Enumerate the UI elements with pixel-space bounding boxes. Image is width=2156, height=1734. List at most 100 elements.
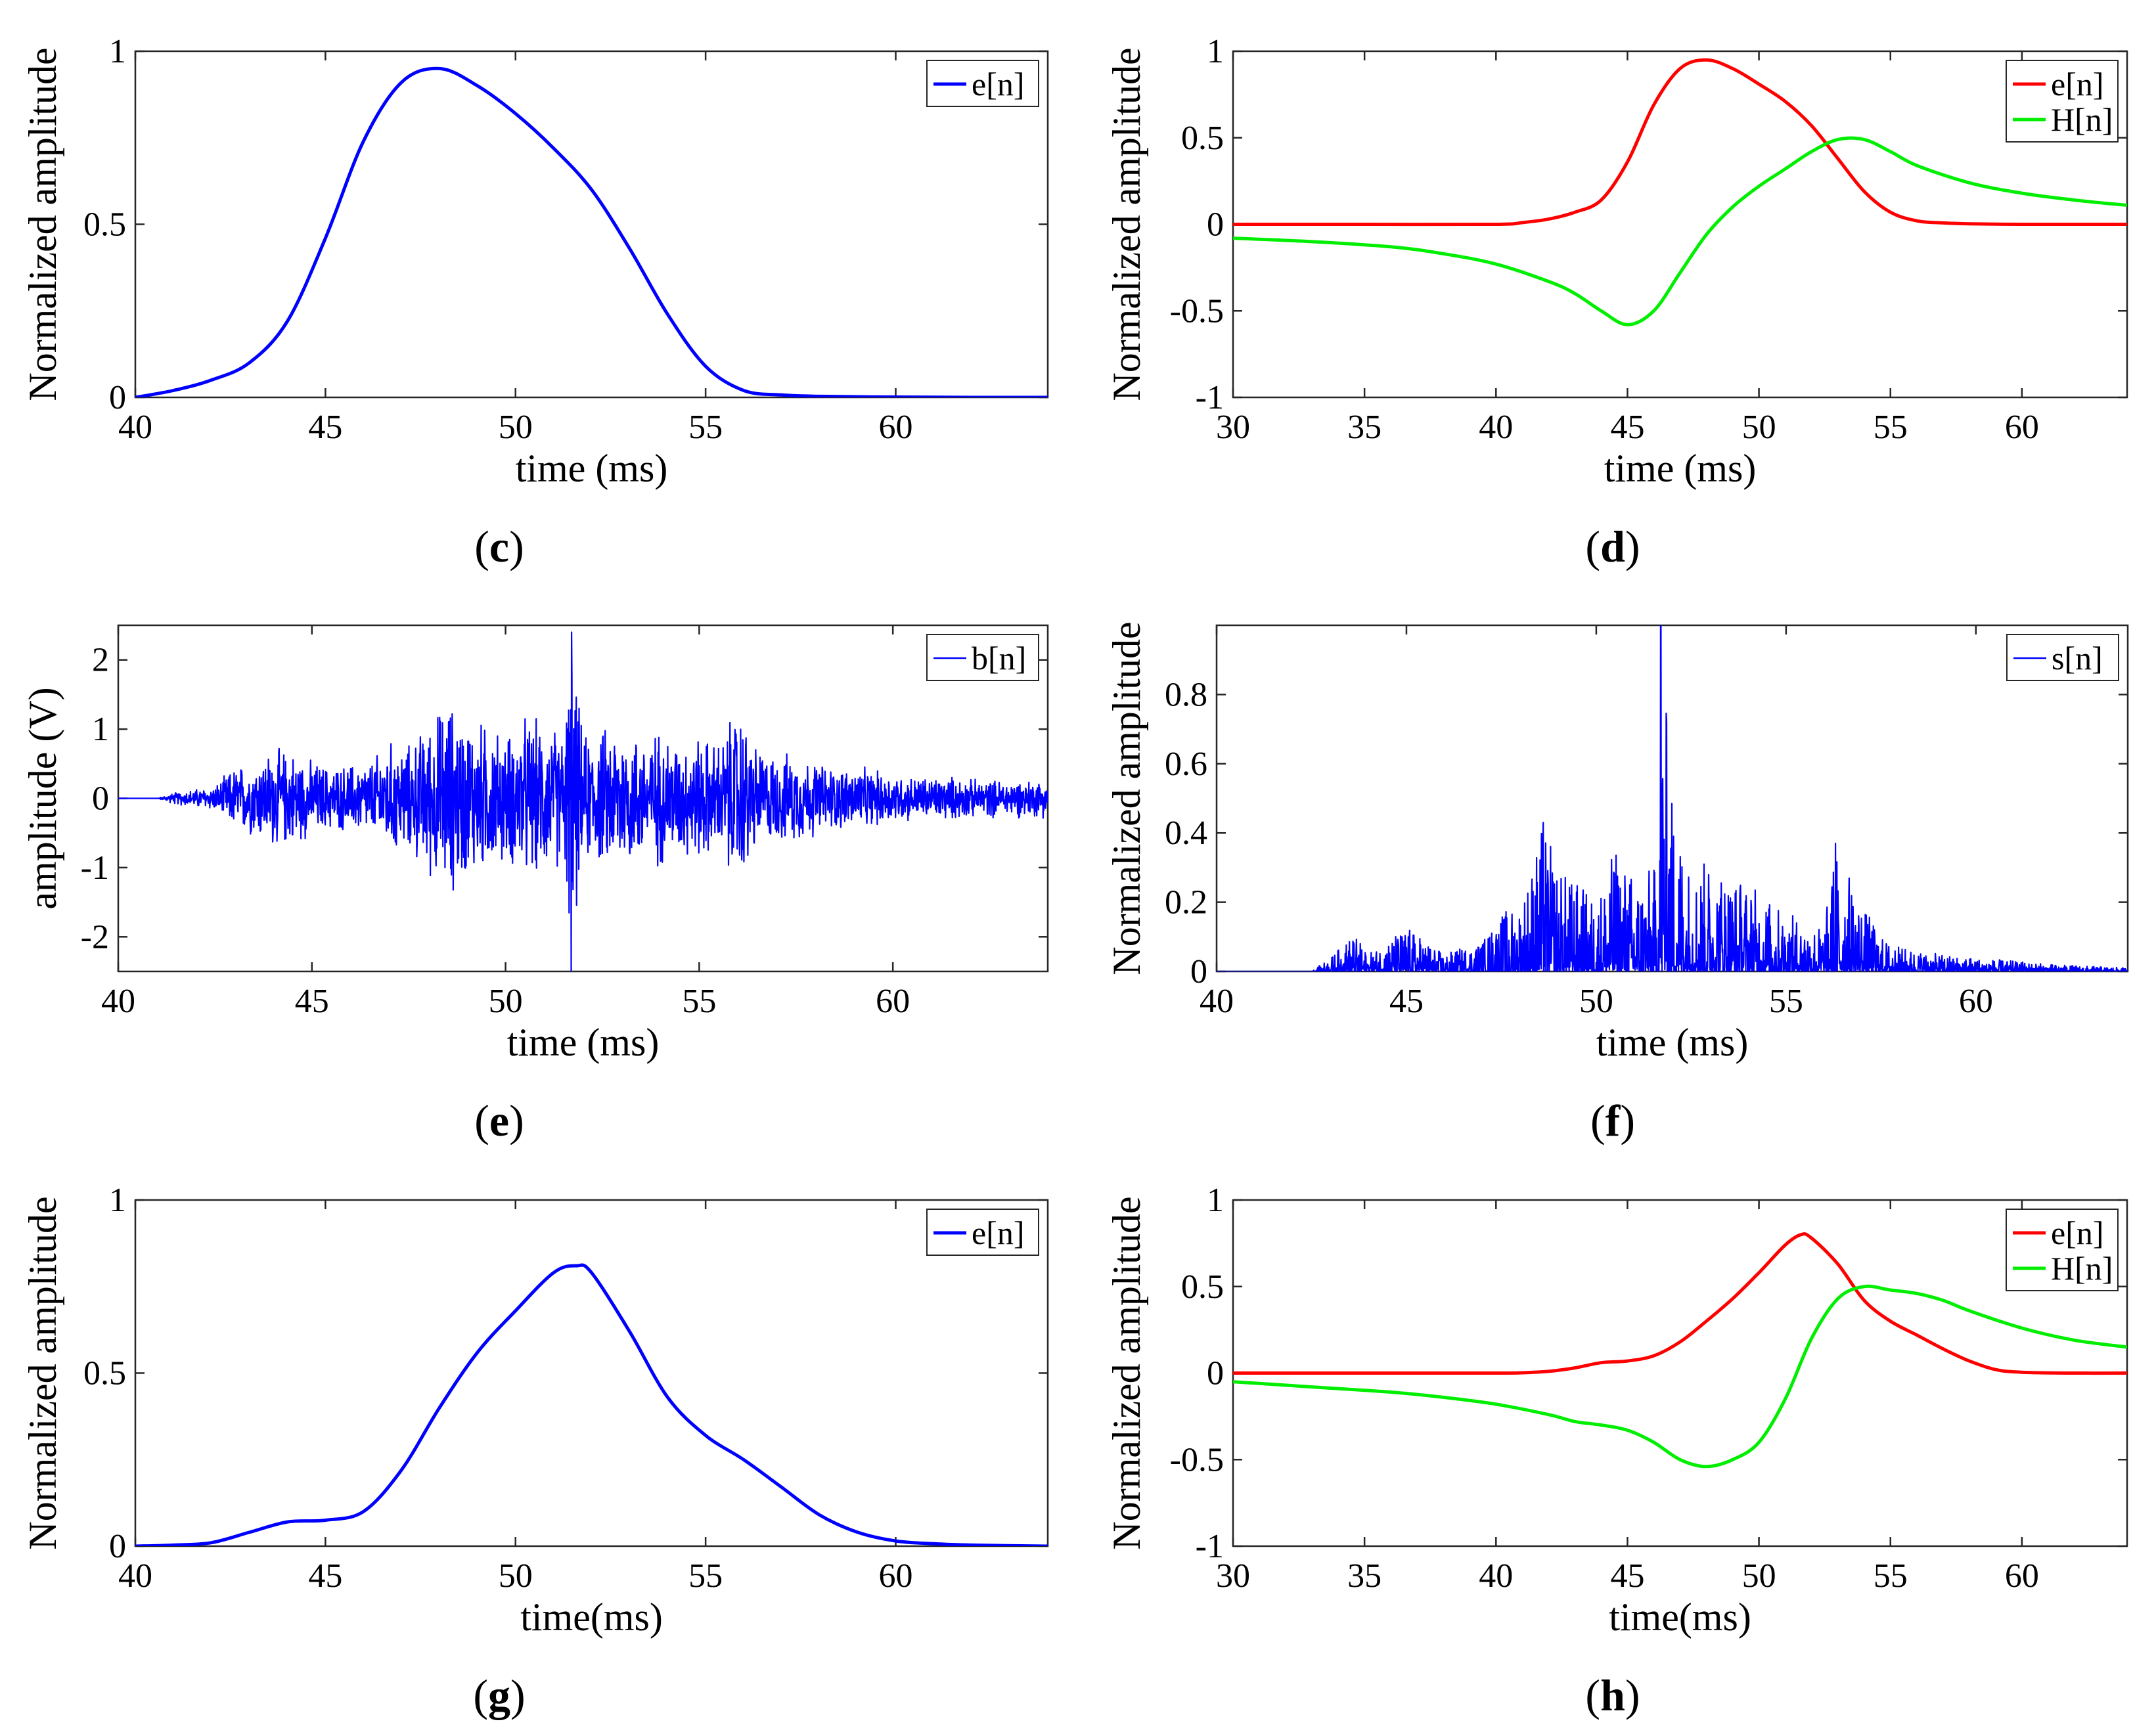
y-tick-label: 0: [1207, 206, 1224, 244]
legend-f: s[n]: [2006, 634, 2119, 681]
y-tick-label: -0.5: [1170, 1441, 1224, 1478]
y-tick-label: 0.6: [1165, 745, 1207, 783]
x-tick-label: 45: [308, 409, 342, 446]
y-tick-label: 0.2: [1165, 884, 1207, 922]
x-tick-label: 45: [1610, 1557, 1644, 1595]
y-tick-label: 0.5: [83, 206, 126, 244]
x-tick-label: 60: [1959, 983, 1993, 1020]
series-line-en: [1233, 58, 2127, 227]
y-tick-label: -2: [81, 918, 109, 956]
y-tick-label: -1: [1196, 1528, 1224, 1565]
x-tick-label: 60: [879, 1557, 913, 1595]
y-tick-label: 1: [109, 1182, 126, 1219]
panel-caption-g: (g): [473, 1670, 525, 1720]
chart-c: 40 45 50 55 60 0 0.5 1 time (ms) Normalized ampli…: [21, 33, 1049, 571]
series-line-Hn: [1233, 136, 2127, 326]
x-tick-label: 50: [1579, 983, 1613, 1020]
x-tick-label: 40: [101, 983, 135, 1020]
y-tick-label: 1: [92, 711, 109, 748]
series-group-h: [1233, 1232, 2127, 1469]
y-tick-label: 0.5: [1181, 120, 1224, 157]
series-group-f: [1217, 625, 2128, 971]
series-group-d: [1233, 58, 2127, 326]
x-tick-label: 40: [118, 409, 152, 446]
y-tick-label: 0: [109, 1528, 126, 1565]
chart-h: 30 35 40 45 50 55 60 -1 -0.5 0 0.5 1 time(ms) Normali…: [1105, 1182, 2128, 1720]
legend-label: e[n]: [972, 66, 1025, 102]
y-tick-label: 1: [1207, 1182, 1224, 1219]
legend-label: e[n]: [972, 1214, 1025, 1251]
y-tick-label: 0: [92, 780, 109, 818]
x-tick-label: 55: [682, 983, 716, 1020]
x-tick-label: 50: [499, 409, 533, 446]
legend-box: [2006, 1209, 2119, 1291]
x-tick-label: 30: [1216, 1557, 1250, 1595]
x-axis-label: time (ms): [507, 1021, 660, 1064]
x-tick-label: 45: [1389, 983, 1424, 1020]
chart-e: 40 45 50 55 60 -2 -1 0 1 2 time (ms) amplitude (V) (…: [21, 624, 1049, 1145]
panel-caption-e: (e): [474, 1096, 524, 1145]
x-tick-label: 60: [879, 409, 913, 446]
x-tick-label: 50: [1742, 409, 1776, 446]
y-tick-label: 0: [1207, 1355, 1224, 1392]
series-line-sn: [1217, 625, 2128, 971]
x-tick-label: 40: [1200, 983, 1234, 1020]
series-group-c: [135, 66, 1048, 397]
panel-caption-h: (h): [1585, 1670, 1640, 1720]
x-axis-label: time (ms): [1596, 1021, 1749, 1064]
y-tick-label: 0: [109, 379, 126, 416]
legend-label: b[n]: [972, 640, 1026, 677]
panel-caption-f: (f): [1590, 1096, 1635, 1145]
legend-label: e[n]: [2051, 66, 2104, 102]
legend-box: [2006, 60, 2119, 143]
legend-label: H[n]: [2051, 101, 2113, 138]
legend-e: b[n]: [926, 634, 1039, 681]
series-line-en: [1233, 1232, 2127, 1375]
series-line-en: [135, 66, 1048, 397]
y-tick-label: 1: [109, 33, 126, 70]
legend-g: e[n]: [926, 1209, 1039, 1256]
plot-area-f: [1215, 624, 2129, 973]
x-tick-label: 40: [1479, 409, 1513, 446]
x-tick-label: 60: [2005, 1557, 2039, 1595]
panel-caption-d: (d): [1585, 522, 1640, 571]
x-tick-label: 55: [1769, 983, 1803, 1020]
plot-area-c: [134, 50, 1049, 399]
chart-g: 40 45 50 55 60 0 0.5 1 time(ms) Normalized amplit…: [21, 1182, 1049, 1720]
y-tick-label: 2: [92, 642, 109, 679]
x-tick-label: 45: [308, 1557, 342, 1595]
x-tick-label: 50: [1742, 1557, 1776, 1595]
x-tick-label: 55: [688, 409, 723, 446]
x-tick-label: 35: [1347, 409, 1381, 446]
y-tick-label: 0.8: [1165, 676, 1207, 713]
y-tick-label: 1: [1207, 33, 1224, 70]
y-axis-label: amplitude (V): [21, 687, 64, 909]
y-tick-label: 0.5: [83, 1355, 126, 1392]
x-tick-label: 30: [1216, 409, 1250, 446]
y-axis-label: Normalized amplitude: [1105, 47, 1148, 401]
legend-h: e[n]H[n]: [2006, 1209, 2119, 1291]
chart-d: 30 35 40 45 50 55 60 -1 -0.5 0 0.5 1 time (ms) Normal…: [1105, 33, 2128, 571]
series-group-g: [135, 1263, 1048, 1546]
series-line-bn: [118, 631, 1048, 971]
plot-area-g: [134, 1199, 1049, 1547]
x-tick-label: 40: [118, 1557, 152, 1595]
x-tick-label: 60: [2005, 409, 2039, 446]
y-axis-label: Normalized amplitude: [1105, 1196, 1148, 1549]
y-tick-label: -0.5: [1170, 292, 1224, 330]
x-axis-label: time(ms): [520, 1595, 663, 1639]
legend-c: e[n]: [926, 60, 1039, 107]
x-tick-label: 55: [1874, 1557, 1908, 1595]
x-tick-label: 35: [1347, 1557, 1381, 1595]
legend-d: e[n]H[n]: [2006, 60, 2119, 143]
x-tick-label: 55: [1874, 409, 1908, 446]
chart-f: 40 45 50 55 60 0 0.2 0.4 0.6 0.8 time (ms) Normaliz…: [1105, 621, 2129, 1145]
y-tick-label: 0.4: [1165, 814, 1207, 852]
x-tick-label: 55: [688, 1557, 723, 1595]
x-axis-label: time (ms): [1604, 447, 1757, 490]
x-tick-label: 60: [876, 983, 910, 1020]
y-tick-label: -1: [81, 849, 109, 887]
x-tick-label: 50: [489, 983, 523, 1020]
y-tick-label: -1: [1196, 379, 1224, 416]
